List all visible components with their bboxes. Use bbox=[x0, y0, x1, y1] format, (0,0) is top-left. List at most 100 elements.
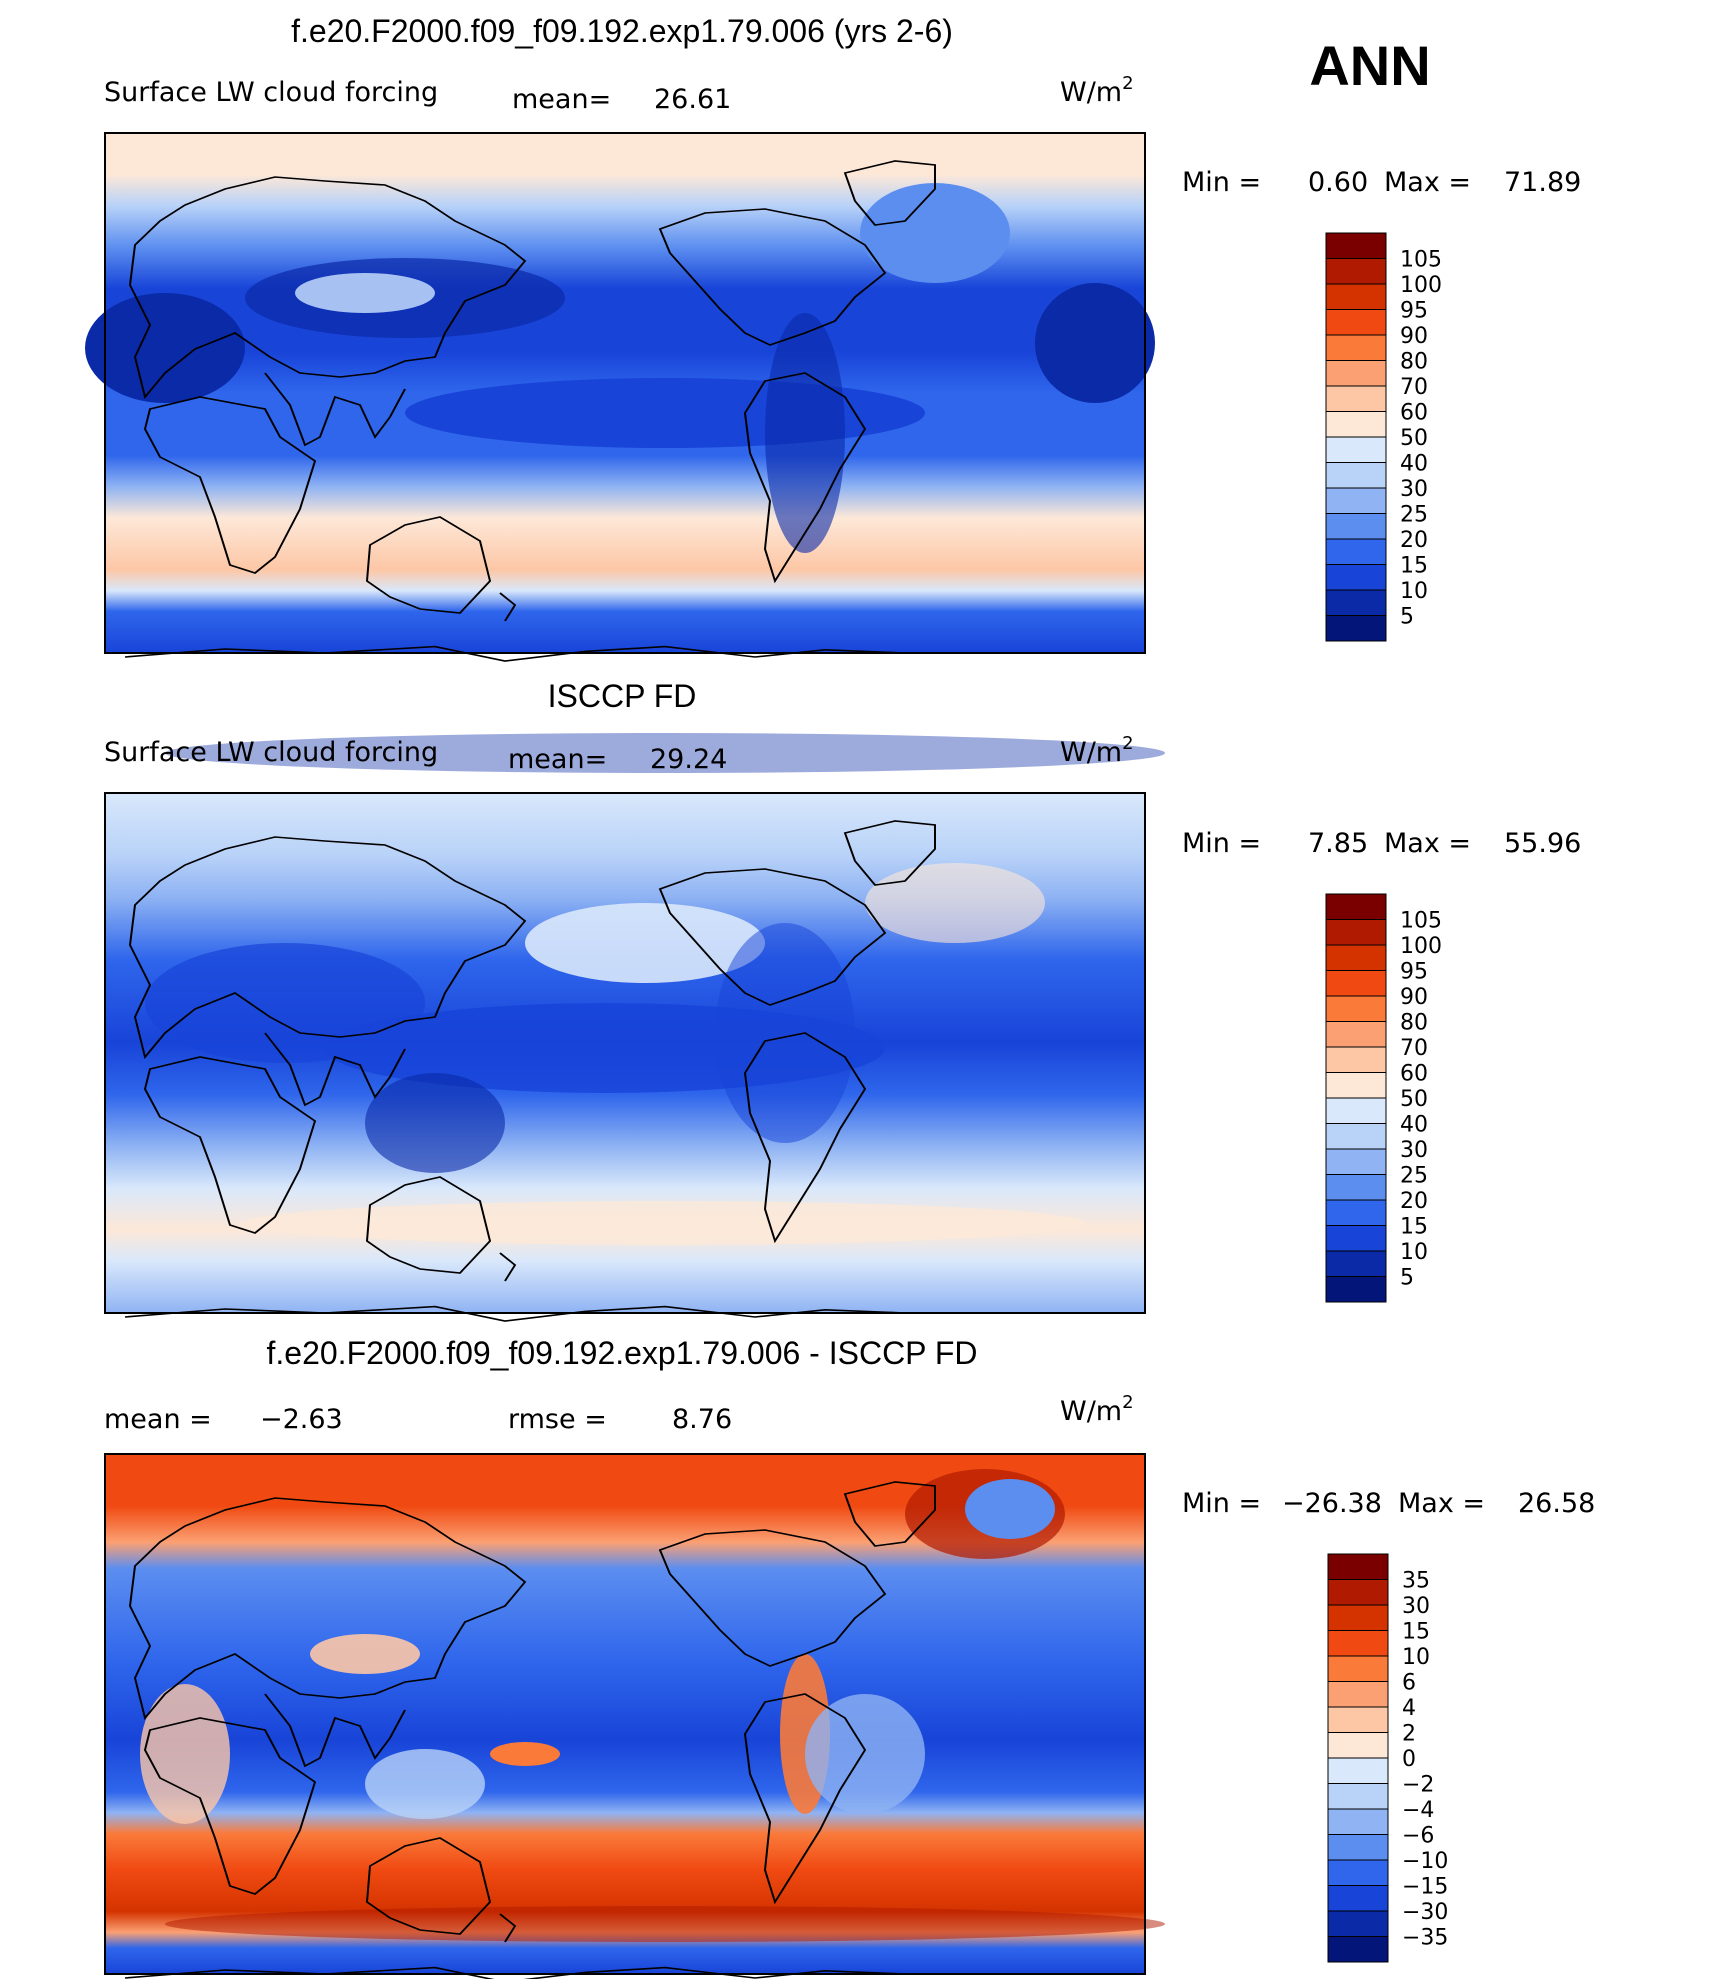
colorbar-label: 25 bbox=[1400, 503, 1428, 528]
colorbar-swatch bbox=[1327, 1553, 1389, 1580]
colorbar-label: 95 bbox=[1400, 299, 1428, 324]
panel-observations: ISCCP FD Surface LW cloud forcing mean= … bbox=[104, 678, 1581, 1322]
colorbar-swatch bbox=[1325, 1148, 1387, 1175]
panel-1-units: W/m2 bbox=[1060, 73, 1134, 108]
panel-2-min-value: 7.85 bbox=[1308, 828, 1368, 859]
colorbar-swatch bbox=[1325, 1199, 1387, 1226]
colorbar-label: 60 bbox=[1400, 1062, 1428, 1087]
colorbar-swatch bbox=[1325, 360, 1387, 387]
colorbar-label: 5 bbox=[1400, 605, 1414, 630]
panel-1-min-value: 0.60 bbox=[1308, 167, 1368, 198]
colorbar-label: −30 bbox=[1402, 1900, 1448, 1925]
colorbar-swatch bbox=[1325, 1046, 1387, 1073]
colorbar-swatch bbox=[1325, 1276, 1387, 1303]
panel-1-blobs bbox=[85, 183, 1165, 773]
colorbar-label: 105 bbox=[1400, 909, 1442, 934]
panel-3-max-value: 26.58 bbox=[1518, 1488, 1595, 1519]
colorbar-swatch bbox=[1325, 1021, 1387, 1048]
panel-2-mean-value: 29.24 bbox=[650, 744, 727, 775]
colorbar-label: 90 bbox=[1400, 985, 1428, 1010]
panel-2-title: ISCCP FD bbox=[548, 678, 697, 714]
panel-3-units: W/m2 bbox=[1060, 1392, 1134, 1427]
colorbar-label: 80 bbox=[1400, 1011, 1428, 1036]
colorbar-label: 105 bbox=[1400, 248, 1442, 273]
panel-3-blobs bbox=[140, 1469, 1165, 1942]
colorbar-label: −15 bbox=[1402, 1875, 1448, 1900]
colorbar-swatch bbox=[1327, 1936, 1389, 1963]
colorbar-label: 4 bbox=[1402, 1696, 1416, 1721]
colorbar-label: 25 bbox=[1400, 1164, 1428, 1189]
colorbar-label: 20 bbox=[1400, 528, 1428, 553]
colorbar-label: 40 bbox=[1400, 1113, 1428, 1138]
colorbar-label: 20 bbox=[1400, 1189, 1428, 1214]
colorbar-swatch bbox=[1325, 232, 1387, 259]
panel-3-mean-label: mean = bbox=[104, 1404, 212, 1435]
colorbar-label: 70 bbox=[1400, 1036, 1428, 1061]
colorbar-swatch bbox=[1327, 1885, 1389, 1912]
colorbar-swatch bbox=[1327, 1834, 1389, 1861]
colorbar-label: 95 bbox=[1400, 960, 1428, 985]
colorbar-swatch bbox=[1325, 615, 1387, 642]
colorbar-label: 50 bbox=[1400, 1087, 1428, 1112]
panel-3-max-label: Max = bbox=[1398, 1488, 1485, 1519]
colorbar-label: 100 bbox=[1400, 934, 1442, 959]
panel-2-units: W/m2 bbox=[1060, 733, 1134, 768]
colorbar-label: 30 bbox=[1400, 477, 1428, 502]
colorbar-label: 100 bbox=[1400, 273, 1442, 298]
panel-3-rmse-label: rmse = bbox=[508, 1404, 607, 1435]
panel-1-map bbox=[85, 132, 1165, 773]
panel-2-mean-label: mean= bbox=[508, 744, 607, 775]
colorbar-swatch bbox=[1325, 1174, 1387, 1201]
colorbar-swatch bbox=[1325, 1097, 1387, 1124]
season-label: ANN bbox=[1309, 34, 1430, 97]
colorbar-swatch bbox=[1325, 411, 1387, 438]
colorbar-swatch bbox=[1325, 919, 1387, 946]
colorbar-swatch bbox=[1325, 1225, 1387, 1252]
colorbar-swatch bbox=[1327, 1630, 1389, 1657]
colorbar-label: −2 bbox=[1402, 1773, 1434, 1798]
colorbar-swatch bbox=[1325, 462, 1387, 489]
colorbar-swatch bbox=[1325, 893, 1387, 920]
panel-3-title: f.e20.F2000.f09_f09.192.exp1.79.006 - IS… bbox=[267, 1335, 978, 1371]
colorbar-label: 30 bbox=[1402, 1594, 1430, 1619]
panel-1-mean-value: 26.61 bbox=[654, 84, 731, 115]
panel-3-map bbox=[104, 1453, 1165, 1979]
colorbar-swatch bbox=[1325, 944, 1387, 971]
colorbar-label: 30 bbox=[1400, 1138, 1428, 1163]
colorbar-swatch bbox=[1327, 1757, 1389, 1784]
colorbar-swatch bbox=[1325, 513, 1387, 540]
colorbar-swatch bbox=[1325, 309, 1387, 336]
panel-1-variable: Surface LW cloud forcing bbox=[104, 77, 438, 108]
colorbar-label: 40 bbox=[1400, 452, 1428, 477]
colorbar-label: 10 bbox=[1402, 1645, 1430, 1670]
colorbar-swatch bbox=[1327, 1706, 1389, 1733]
colorbar-swatch bbox=[1325, 385, 1387, 412]
colorbar-label: 2 bbox=[1402, 1722, 1416, 1747]
colorbar-swatch bbox=[1325, 589, 1387, 616]
colorbar-label: 15 bbox=[1400, 554, 1428, 579]
panel-3-mean-value: −2.63 bbox=[260, 1404, 343, 1435]
colorbar-swatch bbox=[1327, 1910, 1389, 1937]
colorbar-label: −4 bbox=[1402, 1798, 1434, 1823]
panel-3-min-label: Min = bbox=[1182, 1488, 1261, 1519]
colorbar-swatch bbox=[1325, 1250, 1387, 1277]
colorbar-swatch bbox=[1325, 283, 1387, 310]
colorbar-swatch bbox=[1327, 1859, 1389, 1886]
colorbar-label: 10 bbox=[1400, 1240, 1428, 1265]
colorbar-label: 70 bbox=[1400, 375, 1428, 400]
panel-2-map bbox=[104, 792, 1146, 1322]
colorbar-swatch bbox=[1327, 1655, 1389, 1682]
colorbar-swatch bbox=[1325, 1072, 1387, 1099]
panel-2-variable: Surface LW cloud forcing bbox=[104, 737, 438, 768]
colorbar-label: 60 bbox=[1400, 401, 1428, 426]
panel-3-rmse-value: 8.76 bbox=[672, 1404, 732, 1435]
colorbar-swatch bbox=[1325, 258, 1387, 285]
colorbar-swatch bbox=[1325, 334, 1387, 361]
colorbar-label: 50 bbox=[1400, 426, 1428, 451]
colorbar-label: 10 bbox=[1400, 579, 1428, 604]
colorbar-label: 5 bbox=[1400, 1266, 1414, 1291]
colorbar-label: 15 bbox=[1402, 1620, 1430, 1645]
colorbar-swatch bbox=[1325, 487, 1387, 514]
panel-1-max-value: 71.89 bbox=[1504, 167, 1581, 198]
